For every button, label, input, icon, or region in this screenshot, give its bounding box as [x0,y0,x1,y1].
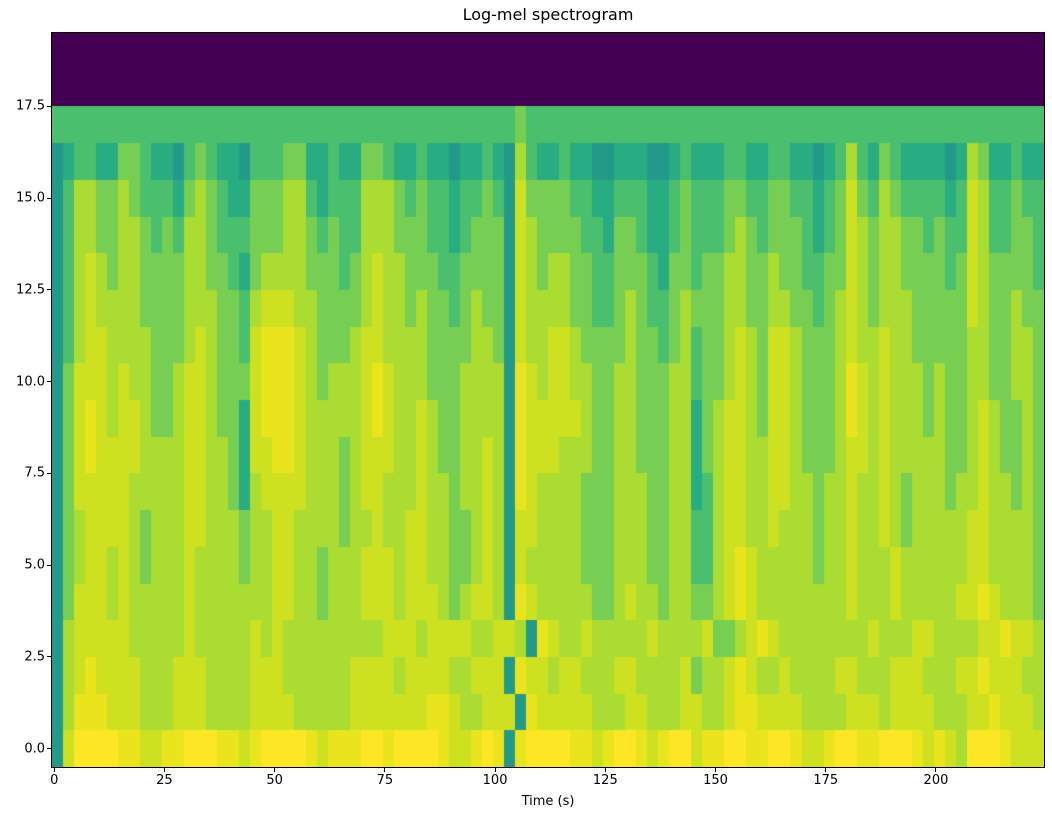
x-tick-mark [604,768,606,772]
y-tick-mark [47,381,51,383]
x-tick-label: 100 [482,773,508,788]
x-tick-label: 50 [266,773,283,788]
x-tick-mark [825,768,827,772]
spectrogram-heatmap [52,33,1044,767]
x-tick-label: 150 [703,773,728,788]
x-tick-label: 75 [376,773,394,788]
y-tick-label: 7.5 [24,465,45,481]
x-tick-mark [384,768,386,772]
x-tick-mark [935,768,937,772]
y-tick-label: 17.5 [16,98,45,114]
y-tick-label: 0.0 [24,741,45,757]
y-tick-mark [47,289,51,291]
y-tick-mark [47,656,51,658]
y-tick-mark [47,472,51,474]
plot-area [51,32,1045,768]
chart-title: Log-mel spectrogram [462,5,634,24]
y-tick-label: 5.0 [24,557,45,573]
y-tick-mark [47,748,51,750]
x-tick-label: 175 [813,773,839,788]
y-tick-mark [47,564,51,566]
y-tick-mark [47,197,51,199]
x-tick-label: 125 [592,773,618,788]
x-tick-mark [163,768,165,772]
y-tick-label: 12.5 [16,282,45,298]
x-tick-mark [274,768,276,772]
y-tick-label: 10.0 [16,374,45,390]
y-tick-label: 15.0 [16,190,45,206]
x-tick-mark [53,768,55,772]
x-axis-label: Time (s) [521,794,575,809]
y-tick-mark [47,105,51,107]
y-tick-label: 2.5 [24,649,45,665]
x-tick-label: 0 [50,773,59,788]
x-tick-mark [494,768,496,772]
x-tick-label: 25 [156,773,173,788]
x-tick-mark [715,768,717,772]
x-tick-label: 200 [923,773,949,788]
